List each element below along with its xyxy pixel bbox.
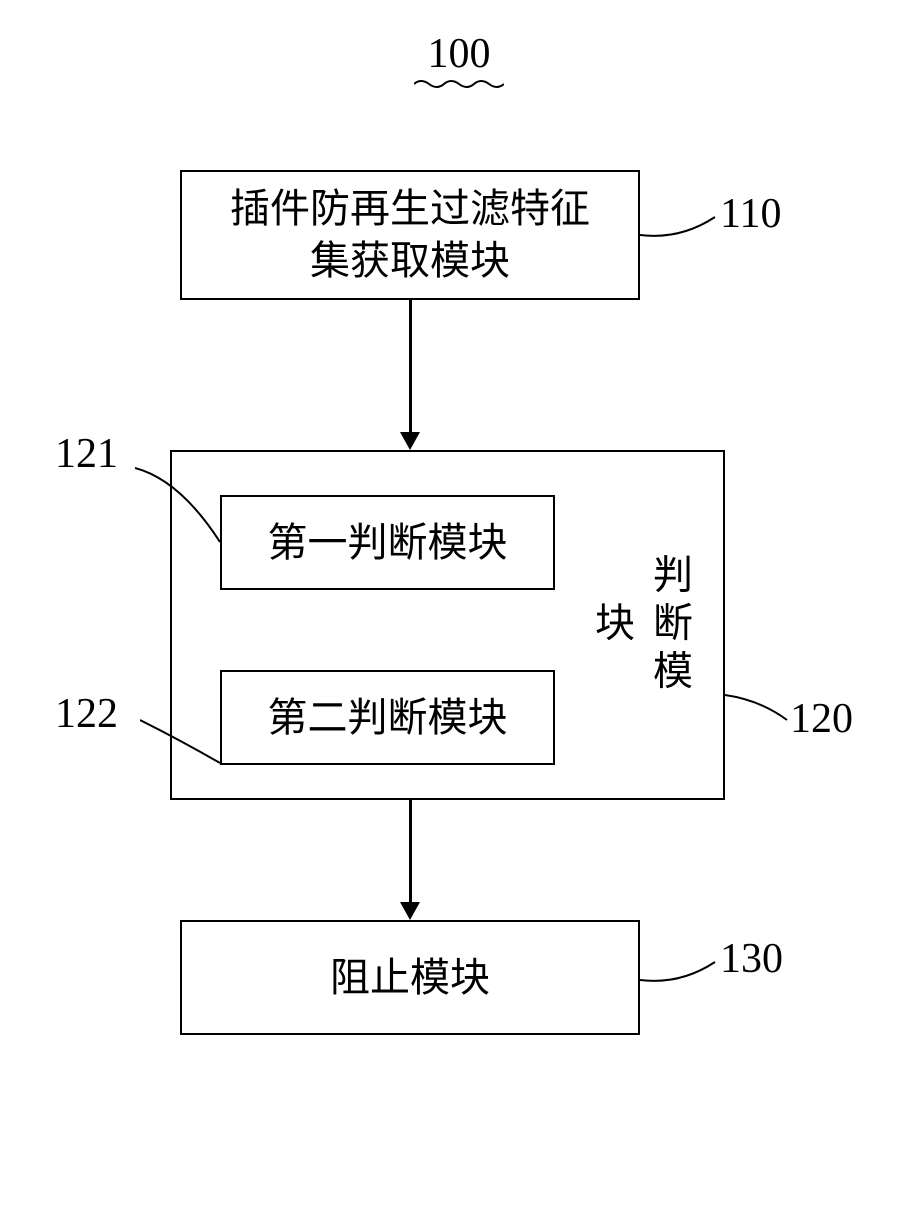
box-130: 阻止模块 — [180, 920, 640, 1035]
title-text: 100 — [428, 31, 491, 77]
title-underline — [414, 78, 504, 90]
arrow-head-120-130 — [400, 902, 420, 920]
connector-120 — [725, 690, 795, 730]
title-number: 100 — [428, 30, 491, 78]
connector-122 — [140, 715, 225, 770]
arrow-head-110-120 — [400, 432, 420, 450]
arrow-120-130 — [409, 800, 412, 902]
connector-121 — [135, 460, 225, 550]
label-120: 120 — [790, 695, 853, 743]
connector-110 — [640, 205, 720, 245]
connector-130 — [640, 950, 720, 990]
label-122: 122 — [55, 690, 118, 738]
box-110-text: 插件防再生过滤特征 集获取模块 — [230, 183, 590, 287]
box-121-text: 第一判断模块 — [268, 517, 508, 569]
box-130-text: 阻止模块 — [330, 952, 490, 1004]
box-122-text: 第二判断模块 — [268, 692, 508, 744]
box-122: 第二判断模块 — [220, 670, 555, 765]
label-130: 130 — [720, 935, 783, 983]
label-110: 110 — [720, 190, 781, 238]
flowchart-diagram: 100 插件防再生过滤特征 集获取模块 110 判断模块 第一判断模块 121 — [0, 0, 918, 1218]
box-110: 插件防再生过滤特征 集获取模块 — [180, 170, 640, 300]
arrow-110-120 — [409, 300, 412, 432]
box-120-side-text: 判断模块 — [582, 539, 698, 712]
box-121: 第一判断模块 — [220, 495, 555, 590]
label-121: 121 — [55, 430, 118, 478]
